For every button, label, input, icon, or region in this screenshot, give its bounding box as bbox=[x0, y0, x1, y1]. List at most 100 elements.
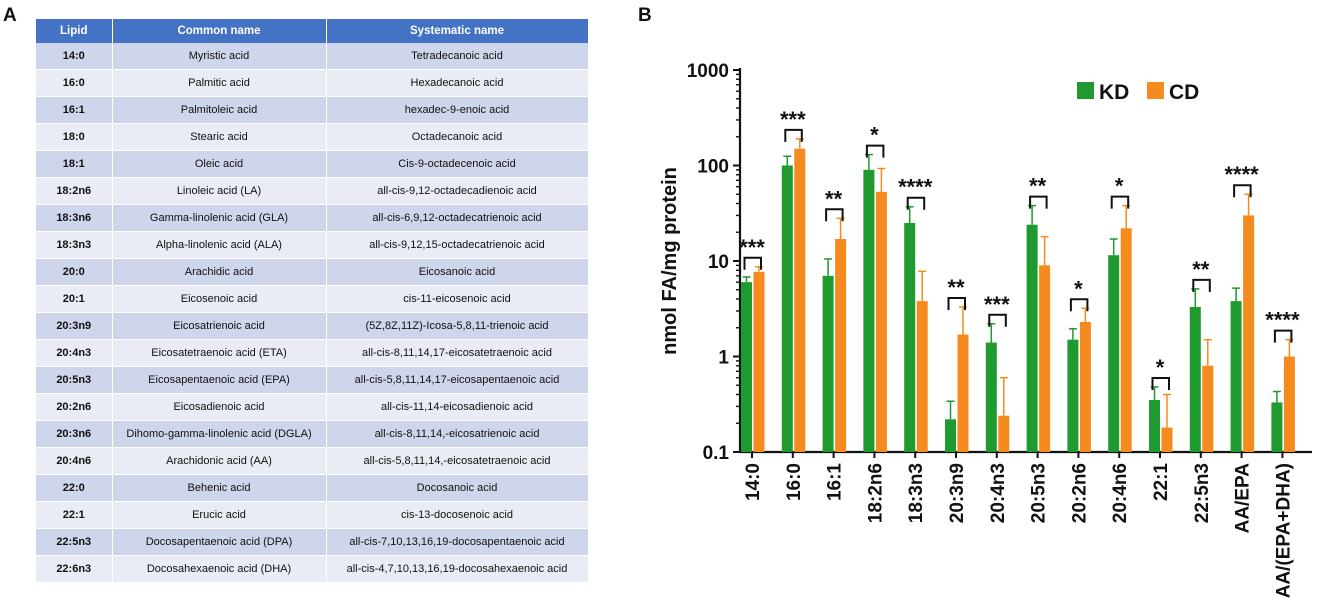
systematic-name-cell: Hexadecanoic acid bbox=[326, 69, 589, 97]
table-row: 16:1 Palmitoleic acid hexadec-9-enoic acid bbox=[36, 96, 589, 124]
cd-bar bbox=[875, 191, 887, 452]
significance-label: ** bbox=[1192, 257, 1210, 282]
cd-bar bbox=[1243, 215, 1255, 452]
cd-bar bbox=[998, 415, 1010, 452]
significance-bracket bbox=[825, 208, 844, 222]
significance-label: *** bbox=[739, 235, 765, 260]
systematic-name-cell: all-cis-5,8,11,14,17-eicosapentaenoic ac… bbox=[326, 366, 589, 394]
y-tick-label: 0.1 bbox=[703, 443, 730, 464]
common-name-cell: Arachidic acid bbox=[112, 258, 327, 286]
x-tick-label: AA/EPA bbox=[1233, 463, 1254, 534]
systematic-name-cell: Cis-9-octadecenoic acid bbox=[326, 150, 589, 178]
common-name-cell: Eicosenoic acid bbox=[112, 285, 327, 313]
legend-kd-label: KD bbox=[1099, 81, 1129, 104]
table-row: 20:4n3 Eicosatetraenoic acid (ETA) all-cis… bbox=[36, 339, 589, 367]
significance-label: * bbox=[1074, 276, 1083, 301]
kd-bar bbox=[741, 282, 752, 452]
kd-bar bbox=[904, 222, 916, 452]
lipid-cell: 20:5n3 bbox=[36, 366, 113, 394]
lipid-cell: 16:0 bbox=[36, 69, 113, 97]
x-tick-label: 16:0 bbox=[784, 463, 805, 501]
common-name-cell: Alpha-linolenic acid (ALA) bbox=[112, 231, 327, 259]
systematic-name-cell: Tetradecanoic acid bbox=[326, 43, 589, 70]
significance-label: * bbox=[1115, 174, 1124, 199]
cd-bar bbox=[916, 301, 928, 452]
lipid-cell: 22:6n3 bbox=[36, 555, 113, 583]
cd-bar bbox=[1283, 356, 1295, 452]
significance-bracket bbox=[906, 196, 926, 210]
common-name-cell: Oleic acid bbox=[112, 150, 327, 178]
significance-bracket bbox=[988, 313, 1007, 327]
significance-label: * bbox=[1156, 355, 1165, 380]
x-tick-label: AA/(EPA+DHA) bbox=[1273, 463, 1294, 598]
significance-bracket bbox=[947, 296, 966, 310]
y-tick-label: 1000 bbox=[687, 61, 729, 82]
significance-bracket bbox=[1273, 329, 1293, 343]
common-name-cell: Eicosatrienoic acid bbox=[112, 312, 327, 340]
y-tick-label: 100 bbox=[697, 157, 729, 178]
kd-bar bbox=[1271, 402, 1283, 452]
lipid-cell: 14:0 bbox=[36, 43, 113, 70]
table-row: 20:3n9 Eicosatrienoic acid (5Z,8Z,11Z)-Ico… bbox=[36, 312, 589, 340]
table-row: 22:0 Behenic acid Docosanoic acid bbox=[36, 474, 589, 502]
lipid-cell: 20:1 bbox=[36, 285, 113, 313]
significance-label: *** bbox=[780, 107, 806, 132]
common-name-cell: Palmitoleic acid bbox=[112, 96, 327, 124]
significance-bracket bbox=[1029, 195, 1048, 209]
table-row: 22:5n3 Docosapentaenoic acid (DPA) all-cis… bbox=[36, 528, 589, 556]
cd-bar bbox=[1202, 365, 1214, 452]
significance-bracket bbox=[1233, 184, 1252, 198]
common-name-cell: Docosapentaenoic acid (DPA) bbox=[112, 528, 327, 556]
x-tick-label: 22:1 bbox=[1151, 463, 1172, 501]
systematic-name-cell: all-cis-8,11,14,-eicosatrienoic acid bbox=[326, 420, 589, 448]
cd-bar bbox=[835, 238, 847, 452]
x-tick-label: 14:0 bbox=[743, 463, 764, 501]
significance-bracket bbox=[1151, 376, 1170, 390]
legend-cd-swatch bbox=[1147, 82, 1164, 99]
lipid-cell: 16:1 bbox=[36, 96, 113, 124]
cd-bar bbox=[1079, 321, 1091, 452]
y-tick-label: 1 bbox=[718, 348, 729, 369]
significance-label: ** bbox=[947, 275, 965, 300]
kd-bar bbox=[1189, 306, 1201, 452]
table-row: 22:6n3 Docosahexaenoic acid (DHA) all-cis-… bbox=[36, 555, 589, 583]
cd-bar bbox=[1120, 228, 1132, 452]
systematic-name-cell: Octadecanoic acid bbox=[326, 123, 589, 151]
lipid-cell: 18:0 bbox=[36, 123, 113, 151]
systematic-name-cell: all-cis-7,10,13,16,19-docosapentaenoic a… bbox=[326, 528, 589, 556]
systematic-name-cell: Eicosanoic acid bbox=[326, 258, 589, 286]
common-name-cell: Dihomo-gamma-linolenic acid (DGLA) bbox=[112, 420, 327, 448]
table-row: 18:0 Stearic acid Octadecanoic acid bbox=[36, 123, 589, 151]
table-header-row: Lipid Common name Systematic name bbox=[36, 19, 589, 43]
cd-bar bbox=[753, 271, 765, 452]
systematic-name-cell: cis-11-eicosenoic acid bbox=[326, 285, 589, 313]
significance-label: ** bbox=[1029, 174, 1047, 199]
lipid-cell: 18:3n3 bbox=[36, 231, 113, 259]
table-row: 20:3n6 Dihomo-gamma-linolenic acid (DGLA)… bbox=[36, 420, 589, 448]
kd-bar bbox=[1149, 400, 1160, 452]
legend-cd-label: CD bbox=[1169, 81, 1199, 104]
common-name-cell: Palmitic acid bbox=[112, 69, 327, 97]
lipid-cell: 22:1 bbox=[36, 501, 113, 529]
lipid-cell: 18:2n6 bbox=[36, 177, 113, 205]
lipid-cell: 18:1 bbox=[36, 150, 113, 178]
table-row: 18:3n3 Alpha-linolenic acid (ALA) all-cis-… bbox=[36, 231, 589, 259]
cd-bar bbox=[1161, 427, 1173, 452]
significance-bracket bbox=[784, 128, 803, 142]
panel-a-label: A bbox=[3, 5, 17, 26]
lipid-cell: 22:0 bbox=[36, 474, 113, 502]
fatty-acid-table: Lipid Common name Systematic name 14:0 My… bbox=[36, 19, 589, 583]
y-axis-label: nmol FA/mg protein bbox=[659, 167, 681, 355]
kd-bar bbox=[1026, 224, 1038, 452]
systematic-name-cell: hexadec-9-enoic acid bbox=[326, 96, 589, 124]
systematic-name-cell: Docosanoic acid bbox=[326, 474, 589, 502]
x-tick-label: 18:3n3 bbox=[906, 463, 927, 523]
table-row: 20:0 Arachidic acid Eicosanoic acid bbox=[36, 258, 589, 286]
x-tick-label: 20:2n6 bbox=[1069, 463, 1090, 523]
lipid-cell: 20:2n6 bbox=[36, 393, 113, 421]
significance-bracket bbox=[865, 144, 885, 158]
column-header-common-name: Common name bbox=[112, 19, 327, 43]
lipid-cell: 18:3n6 bbox=[36, 204, 113, 232]
lipid-cell: 20:3n9 bbox=[36, 312, 113, 340]
